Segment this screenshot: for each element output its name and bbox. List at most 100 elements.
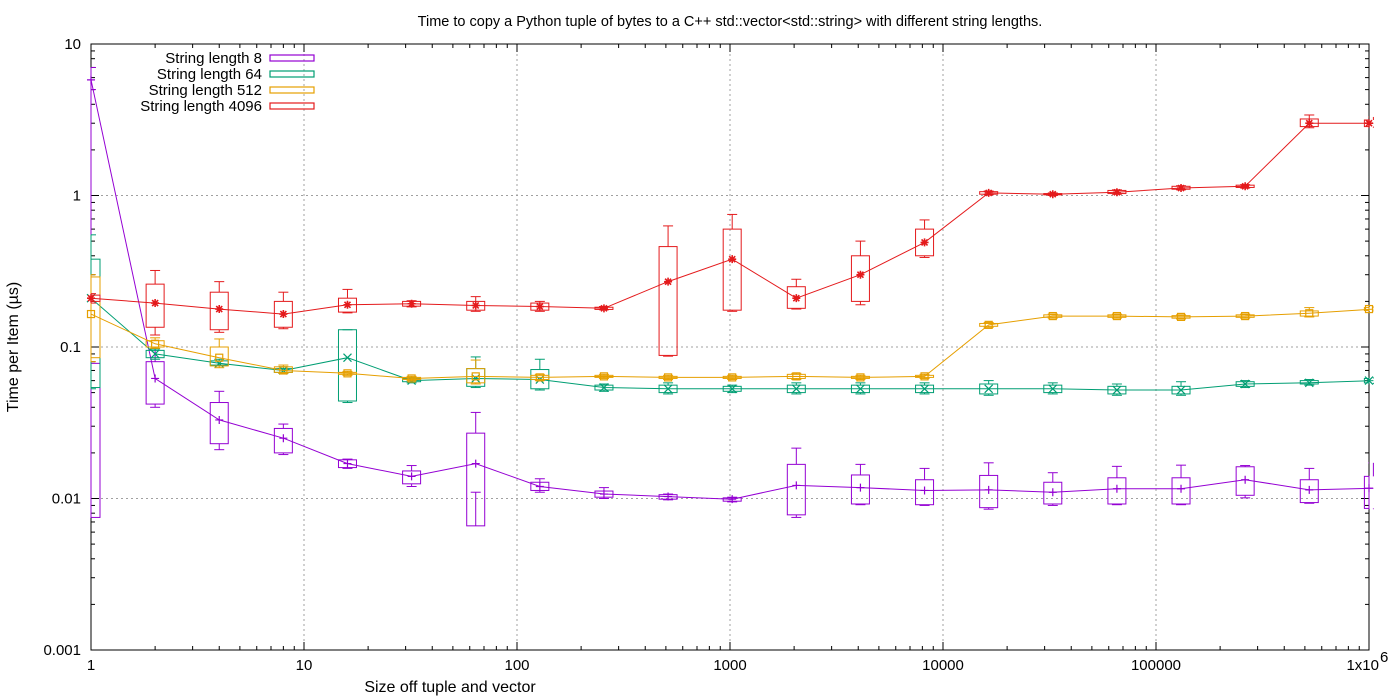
x-tick-label-exponent: 6 <box>1380 649 1388 666</box>
box <box>337 329 357 402</box>
data-point <box>1176 312 1186 322</box>
data-point <box>792 481 801 490</box>
data-point <box>343 459 352 468</box>
data-point <box>407 374 416 383</box>
legend-swatch <box>269 54 315 62</box>
data-point <box>1305 119 1314 128</box>
data-point <box>1305 309 1314 318</box>
data-point <box>1048 488 1057 497</box>
data-point <box>856 483 865 492</box>
data-point <box>791 384 801 394</box>
x-tick-label: 1000 <box>713 657 746 674</box>
data-point <box>1048 311 1057 321</box>
data-point <box>535 373 544 382</box>
data-point <box>664 492 673 501</box>
data-point <box>343 353 352 363</box>
data-point <box>728 495 737 504</box>
data-point <box>87 75 95 84</box>
legend-label: String length 4096 <box>140 98 262 115</box>
data-point <box>535 482 544 491</box>
data-point <box>984 320 993 329</box>
x-tick-label: 1x10 <box>1346 657 1379 674</box>
series-3 <box>87 114 1374 357</box>
data-point <box>1176 385 1186 395</box>
data-point <box>599 304 608 313</box>
legend-swatch <box>269 86 315 94</box>
data-point <box>984 485 993 494</box>
series-line <box>90 308 1374 380</box>
box <box>1363 475 1370 509</box>
legend-label: String length 512 <box>149 82 262 99</box>
data-point <box>1112 484 1121 493</box>
data-point <box>1177 184 1186 193</box>
data-point <box>471 372 480 381</box>
box <box>786 463 806 516</box>
data-point <box>1241 311 1250 321</box>
data-point <box>856 270 865 279</box>
data-point <box>984 188 993 197</box>
data-point <box>150 349 160 359</box>
legend-label: String length 64 <box>157 66 262 83</box>
data-point <box>1177 484 1186 493</box>
data-point <box>1112 385 1122 395</box>
data-point <box>599 372 609 381</box>
data-point <box>727 384 737 394</box>
box <box>658 246 678 356</box>
data-point <box>215 305 224 314</box>
data-point <box>599 490 608 499</box>
data-point <box>664 277 673 286</box>
data-point <box>920 238 929 247</box>
data-point <box>663 373 673 382</box>
data-point <box>151 374 160 383</box>
y-axis-title: Time per Item (µs) <box>5 282 22 412</box>
data-point <box>535 302 544 311</box>
y-tick-label: 1 <box>73 188 81 205</box>
data-point <box>215 353 224 362</box>
data-point <box>407 472 416 481</box>
chart-title: Time to copy a Python tuple of bytes to … <box>418 14 1043 30</box>
data-point <box>407 299 416 308</box>
data-point <box>1365 484 1373 493</box>
data-point <box>984 384 994 394</box>
data-point <box>1305 485 1314 494</box>
data-point <box>1304 378 1314 388</box>
data-point <box>279 434 288 443</box>
data-point <box>1240 379 1250 389</box>
series-0 <box>87 66 1374 527</box>
x-tick-label: 10000 <box>922 657 964 674</box>
data-point <box>1048 190 1057 199</box>
data-point <box>920 384 929 394</box>
data-point <box>920 486 929 495</box>
data-point <box>86 309 96 319</box>
x-tick-label: 100000 <box>1131 657 1181 674</box>
data-point <box>728 373 737 382</box>
data-point <box>792 294 801 303</box>
data-point <box>471 301 480 310</box>
grid-lines <box>91 44 1369 650</box>
x-axis: 1 10 100 1000 10000 100000 1x10 6 <box>87 44 1388 674</box>
data-point <box>279 366 288 375</box>
data-point <box>471 459 480 468</box>
box <box>90 258 101 389</box>
data-point <box>471 374 481 383</box>
data-point <box>856 384 865 394</box>
data-point <box>1241 475 1250 484</box>
box <box>90 362 101 518</box>
data-point <box>1364 304 1374 314</box>
series-layer <box>86 66 1374 527</box>
x-tick-label: 10 <box>296 657 313 674</box>
legend-swatch <box>269 102 315 110</box>
x-tick-label: 100 <box>504 657 529 674</box>
data-point <box>343 300 352 309</box>
data-point <box>1365 119 1373 128</box>
y-tick-label: 10 <box>64 36 81 53</box>
data-point <box>1241 182 1250 191</box>
x-axis-title: Size off tuple and vector <box>364 679 536 696</box>
data-point <box>1048 384 1058 394</box>
y-tick-label: 0.1 <box>60 339 81 356</box>
data-point <box>1364 376 1374 386</box>
data-point <box>279 310 288 319</box>
data-point <box>151 299 160 308</box>
data-point <box>920 372 929 381</box>
data-point <box>343 369 352 378</box>
